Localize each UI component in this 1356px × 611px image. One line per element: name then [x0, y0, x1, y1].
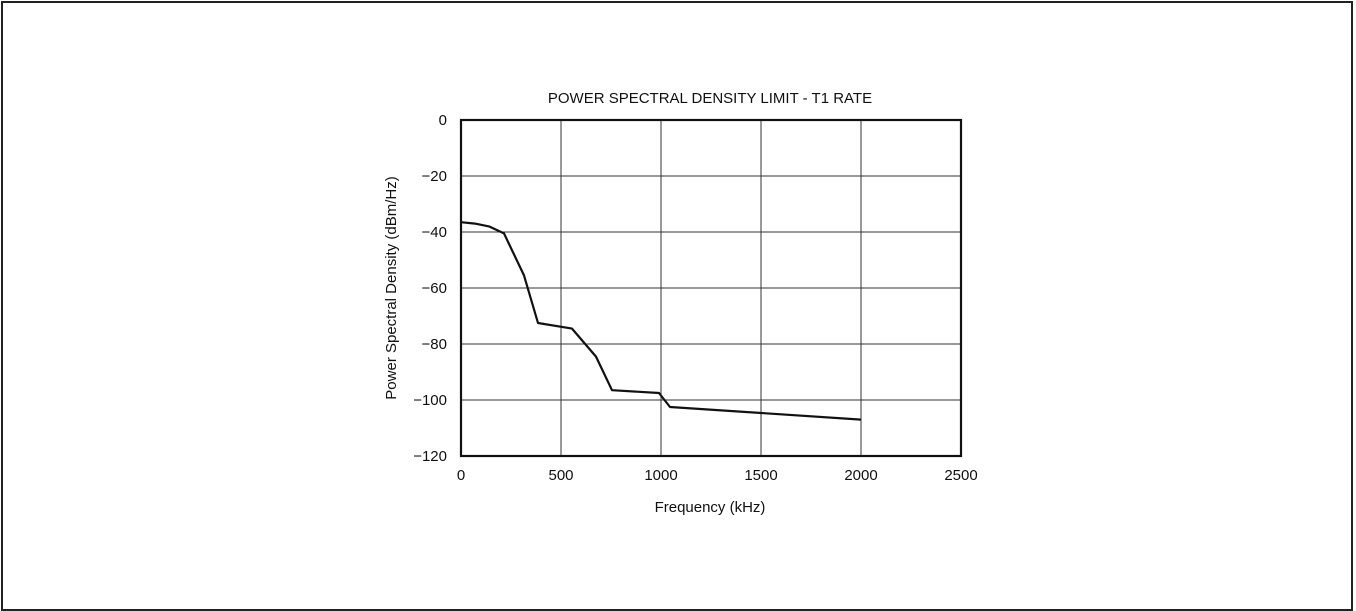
psd-limit-line [460, 221, 862, 421]
x-axis-label: Frequency (kHz) [655, 499, 766, 516]
x-tick-label: 0 [457, 467, 465, 484]
y-tick-label: −100 [413, 392, 447, 409]
plot-area-border [459, 118, 963, 458]
x-tick-label: 500 [548, 467, 573, 484]
y-tick-label: −20 [422, 168, 447, 185]
y-tick-label: −80 [422, 336, 447, 353]
x-tick-label: 2500 [944, 467, 977, 484]
y-tick-label: −60 [422, 280, 447, 297]
y-tick-label: −120 [413, 448, 447, 465]
y-tick-label: −40 [422, 224, 447, 241]
x-tick-label: 2000 [844, 467, 877, 484]
chart-title: POWER SPECTRAL DENSITY LIMIT - T1 RATE [548, 90, 872, 107]
y-tick-labels: 0 −20 −40 −60 −80 −100 −120 [413, 112, 447, 465]
x-tick-label: 1500 [744, 467, 777, 484]
y-axis-label: Power Spectral Density (dBm/Hz) [383, 176, 400, 399]
x-tick-label: 1000 [644, 467, 677, 484]
grid-lines [461, 120, 961, 456]
y-tick-label: 0 [439, 112, 447, 129]
x-tick-labels: 0 500 1000 1500 2000 2500 [457, 467, 978, 484]
